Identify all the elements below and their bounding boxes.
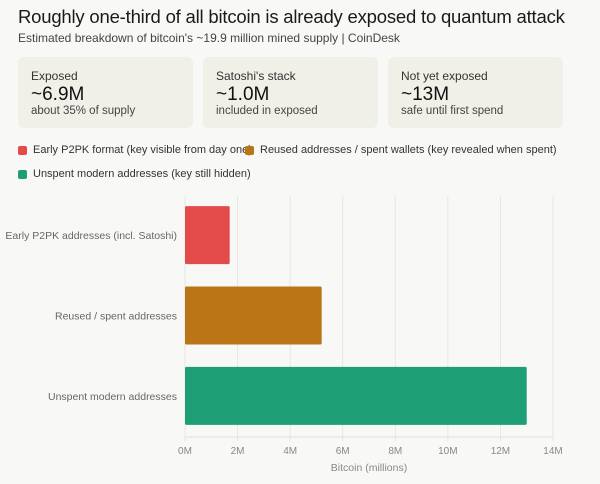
x-tick-label: 10M xyxy=(438,446,457,457)
legend-label: Unspent modern addresses (key still hidd… xyxy=(33,168,251,180)
stat-label: Satoshi's stack xyxy=(216,69,296,83)
stat-sub: included in exposed xyxy=(216,105,318,117)
legend-swatch xyxy=(18,169,27,179)
legend-swatch xyxy=(245,145,254,155)
x-tick-label: 4M xyxy=(283,446,297,457)
category-label: Unspent modern addresses xyxy=(48,391,177,403)
x-tick-label: 2M xyxy=(231,446,245,457)
stat-sub: safe until first spend xyxy=(401,105,504,117)
x-tick-label: 14M xyxy=(543,446,562,457)
stat-label: Exposed xyxy=(31,69,78,83)
stat-card-exposed: Exposed ~6.9M about 35% of supply xyxy=(18,57,193,128)
x-tick-label: 8M xyxy=(388,446,402,457)
bar xyxy=(185,206,230,265)
x-tick-label: 12M xyxy=(491,446,510,457)
stat-card-not-exposed: Not yet exposed ~13M safe until first sp… xyxy=(388,57,563,128)
legend-item-reused: Reused addresses / spent wallets (key re… xyxy=(245,144,557,156)
bar xyxy=(185,286,322,345)
category-label: Early P2PK addresses (incl. Satoshi) xyxy=(5,230,177,242)
stat-label: Not yet exposed xyxy=(401,69,488,83)
x-axis-title: Bitcoin (millions) xyxy=(331,462,407,474)
legend-label: Reused addresses / spent wallets (key re… xyxy=(260,144,557,156)
x-tick-label: 6M xyxy=(336,446,350,457)
legend-swatch xyxy=(18,145,27,155)
stat-card-satoshi: Satoshi's stack ~1.0M included in expose… xyxy=(203,57,378,128)
page-title: Roughly one-third of all bitcoin is alre… xyxy=(18,6,565,27)
legend-label: Early P2PK format (key visible from day … xyxy=(33,144,252,156)
stat-value: ~1.0M xyxy=(216,84,270,105)
x-tick-label: 0M xyxy=(178,446,192,457)
legend-item-p2pk: Early P2PK format (key visible from day … xyxy=(18,144,252,156)
bar xyxy=(185,366,527,425)
stat-value: ~13M xyxy=(401,84,450,105)
stat-value: ~6.9M xyxy=(31,84,85,105)
legend-item-unspent: Unspent modern addresses (key still hidd… xyxy=(18,168,251,180)
category-label: Reused / spent addresses xyxy=(55,311,177,323)
stat-sub: about 35% of supply xyxy=(31,105,136,117)
page-subtitle: Estimated breakdown of bitcoin's ~19.9 m… xyxy=(18,31,400,45)
